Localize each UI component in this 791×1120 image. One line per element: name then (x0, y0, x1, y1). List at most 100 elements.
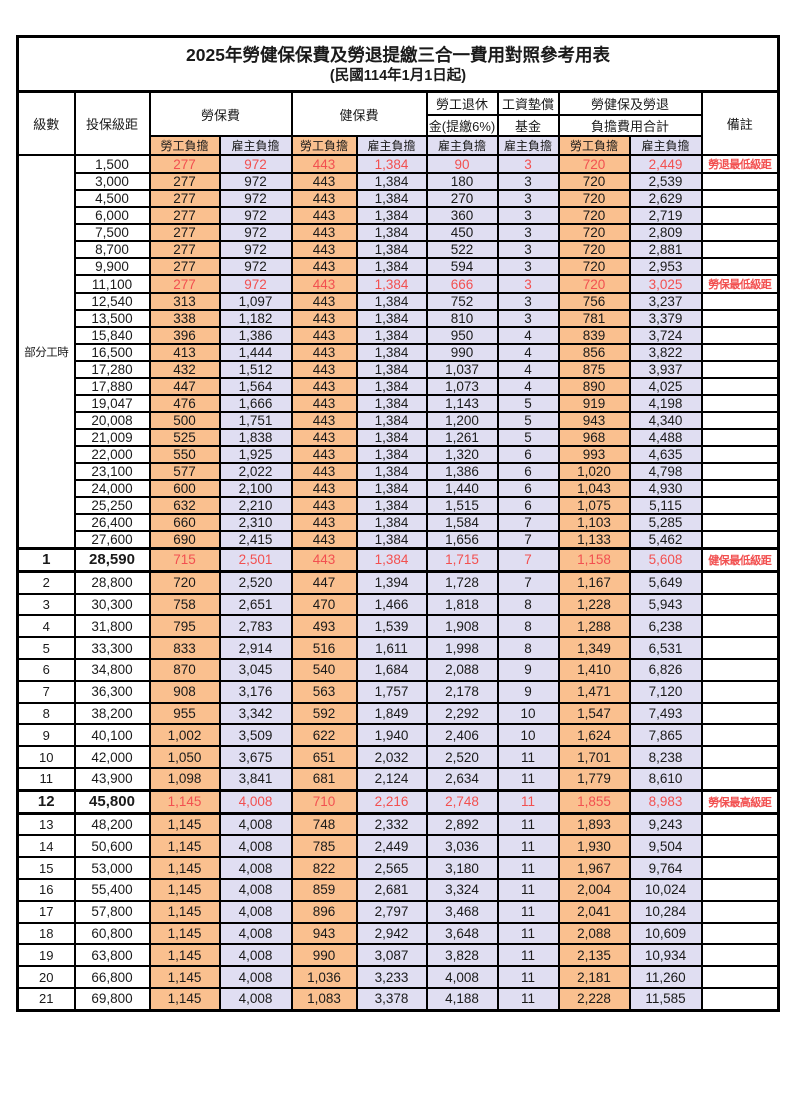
cell-value: 2,178 (425, 679, 499, 704)
cell-insured-bracket: 1,500 (73, 154, 151, 174)
cell-value: 2,310 (218, 513, 293, 532)
cell-value: 443 (290, 189, 358, 208)
cell-value: 6 (496, 445, 560, 464)
cell-value: 3 (496, 292, 560, 311)
cell-value: 5,649 (628, 570, 703, 595)
cell-value: 919 (557, 394, 631, 413)
header-health-employer-share: 雇主負擔 (355, 135, 428, 156)
cell-value: 7 (496, 547, 560, 573)
table-row: 22,000 550 1,925 443 1,384 1,320 6 993 4,635 (18, 445, 780, 464)
cell-value: 443 (290, 428, 358, 447)
cell-level: 8 (16, 701, 76, 726)
cell-value: 2,520 (425, 745, 499, 769)
cell-value: 1,855 (557, 788, 631, 815)
cell-value: 1,384 (355, 257, 428, 276)
cell-value: 600 (148, 479, 221, 498)
table-row: 12,540 313 1,097 443 1,384 752 3 756 3,237 (18, 292, 780, 311)
cell-insured-bracket: 42,000 (73, 745, 151, 769)
cell-value: 990 (290, 943, 358, 968)
cell-value: 2,088 (557, 921, 631, 946)
cell-value: 2,216 (355, 788, 428, 815)
cell-value: 11 (496, 877, 560, 902)
table-row: 25,250 632 2,210 443 1,384 1,515 6 1,075 5,115 (18, 496, 780, 515)
cell-value: 594 (425, 257, 499, 276)
cell-remark (700, 343, 780, 362)
cell-value: 1,384 (355, 411, 428, 430)
cell-value: 1,384 (355, 172, 428, 191)
cell-value: 4,340 (628, 411, 703, 430)
cell-value: 443 (290, 445, 358, 464)
cell-value: 896 (290, 899, 358, 924)
cell-remark (700, 614, 780, 639)
table-row: 2 28,800 720 2,520 447 1,394 1,728 7 1,167 5,649 (16, 570, 780, 595)
cell-insured-bracket: 26,400 (73, 513, 151, 532)
table-row: 16 55,400 1,145 4,008 859 2,681 3,324 11 2,004 10… (16, 877, 780, 902)
cell-value: 4,930 (628, 479, 703, 498)
cell-value: 1,394 (355, 570, 428, 595)
cell-insured-bracket: 22,000 (73, 445, 151, 464)
cell-value: 4,008 (218, 921, 293, 946)
table-row: 20,008 500 1,751 443 1,384 1,200 5 943 4,340 (18, 411, 780, 430)
cell-value: 2,520 (218, 570, 293, 595)
cell-value: 2,748 (425, 788, 499, 815)
cell-value: 2,881 (628, 240, 703, 259)
cell-value: 870 (148, 657, 221, 682)
cell-value: 277 (148, 154, 221, 174)
cell-insured-bracket: 40,100 (73, 723, 151, 748)
cell-value: 3 (496, 154, 560, 174)
cell-value: 972 (218, 154, 293, 174)
level-group-label: 部分工時 (16, 154, 76, 550)
cell-insured-bracket: 69,800 (73, 986, 151, 1012)
cell-value: 3 (496, 274, 560, 294)
cell-value: 4,488 (628, 428, 703, 447)
header-total-line2: 負擔費用合計 (557, 114, 703, 137)
cell-value: 943 (557, 411, 631, 430)
cell-value: 3,324 (425, 877, 499, 902)
table-row: 4,500 277 972 443 1,384 270 3 720 2,629 (18, 189, 780, 208)
cell-level: 10 (16, 745, 76, 769)
cell-value: 6 (496, 462, 560, 481)
cell-value: 3,841 (218, 766, 293, 792)
cell-insured-bracket: 7,500 (73, 223, 151, 242)
cell-insured-bracket: 34,800 (73, 657, 151, 682)
table-row: 15 53,000 1,145 4,008 822 2,565 3,180 11 1,967 9,… (16, 856, 780, 880)
cell-remark (700, 513, 780, 532)
cell-value: 3,379 (628, 309, 703, 328)
cell-value: 6,826 (628, 657, 703, 682)
cell-value: 11 (496, 745, 560, 769)
cell-level: 17 (16, 899, 76, 924)
cell-value: 875 (557, 360, 631, 379)
cell-value: 522 (425, 240, 499, 259)
cell-value: 8 (496, 636, 560, 660)
cell-value: 2,565 (355, 856, 428, 880)
header-labor-employer-share: 雇主負擔 (218, 135, 293, 156)
cell-value: 443 (290, 411, 358, 430)
cell-value: 1,073 (425, 377, 499, 396)
header-total-line1: 勞健保及勞退 (557, 90, 703, 116)
cell-value: 1,386 (218, 326, 293, 345)
cell-value: 1,967 (557, 856, 631, 880)
cell-value: 90 (425, 154, 499, 174)
cell-insured-bracket: 55,400 (73, 877, 151, 902)
cell-value: 1,384 (355, 377, 428, 396)
cell-insured-bracket: 36,300 (73, 679, 151, 704)
cell-level: 16 (16, 877, 76, 902)
cell-value: 3,342 (218, 701, 293, 726)
premium-reference-table: 2025年勞健保保費及勞退提繳三合一費用對照參考用表 (民國114年1月1日起)… (16, 35, 780, 1012)
cell-value: 1,098 (148, 766, 221, 792)
table-row: 14 50,600 1,145 4,008 785 2,449 3,036 11 1,930 9,… (16, 834, 780, 859)
cell-level: 6 (16, 657, 76, 682)
cell-value: 1,925 (218, 445, 293, 464)
cell-value: 1,444 (218, 343, 293, 362)
table-row: 20 66,800 1,145 4,008 1,036 3,233 4,008 11 2,181… (16, 965, 780, 989)
cell-level: 2 (16, 570, 76, 595)
cell-value: 1,384 (355, 479, 428, 498)
cell-level: 14 (16, 834, 76, 859)
cell-value: 3,087 (355, 943, 428, 968)
cell-value: 720 (557, 206, 631, 225)
cell-insured-bracket: 17,280 (73, 360, 151, 379)
cell-value: 9 (496, 657, 560, 682)
cell-insured-bracket: 38,200 (73, 701, 151, 726)
cell-value: 1,410 (557, 657, 631, 682)
cell-value: 432 (148, 360, 221, 379)
